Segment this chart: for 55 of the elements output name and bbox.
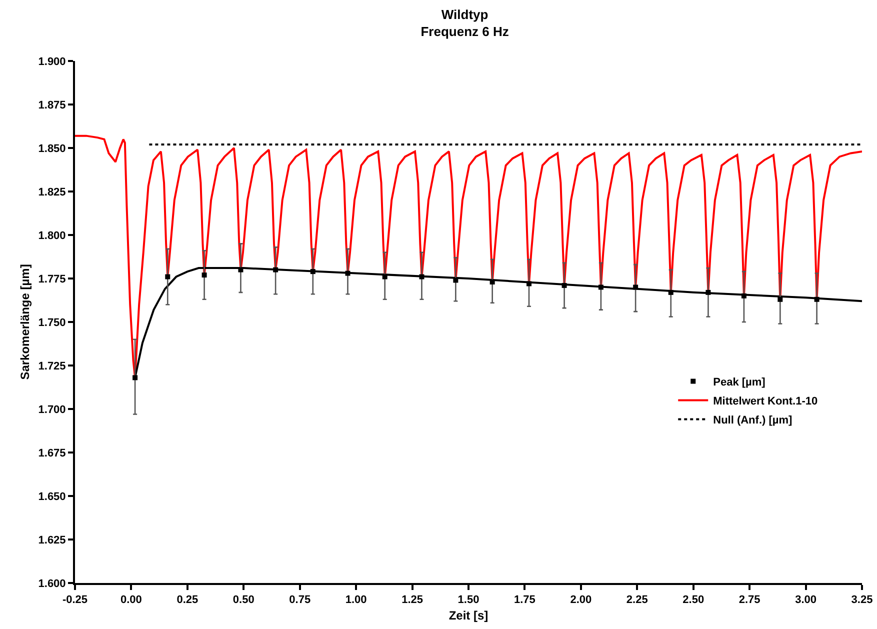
y-tick-label: 1.675 bbox=[38, 447, 66, 460]
point bbox=[562, 282, 567, 288]
x-tick-label: 0.50 bbox=[232, 594, 254, 606]
point bbox=[706, 290, 711, 295]
y-tick-label: 1.800 bbox=[38, 230, 66, 242]
point bbox=[238, 267, 244, 272]
point bbox=[526, 281, 532, 286]
x-tick-label: 0.00 bbox=[120, 594, 142, 606]
x-tick-label: 0.25 bbox=[176, 594, 198, 606]
x-tick-label: 1.25 bbox=[402, 594, 423, 606]
x-tick-label: -0.25 bbox=[62, 594, 88, 606]
point bbox=[598, 284, 604, 290]
y-tick-label: 1.725 bbox=[38, 360, 66, 372]
x-tick-label: 2.75 bbox=[738, 594, 760, 606]
point bbox=[814, 296, 820, 302]
legend-label: Null (Anf.) [µm] bbox=[713, 414, 792, 427]
point bbox=[778, 296, 783, 302]
point bbox=[202, 272, 207, 278]
legend-label: Peak [µm] bbox=[713, 376, 766, 389]
y-tick-label: 1.900 bbox=[38, 56, 66, 68]
x-axis-title: Zeit [s] bbox=[448, 608, 488, 623]
point bbox=[165, 274, 170, 280]
point bbox=[382, 274, 388, 280]
legend-label: Mittelwert Kont.1-10 bbox=[713, 396, 818, 408]
y-tick-label: 1.875 bbox=[38, 99, 66, 112]
x-tick-label: 1.50 bbox=[458, 594, 480, 606]
point bbox=[132, 375, 138, 380]
point bbox=[273, 267, 278, 272]
x-tick-label: 1.00 bbox=[345, 594, 367, 606]
y-tick-label: 1.650 bbox=[38, 490, 66, 503]
y-tick-label: 1.825 bbox=[38, 186, 66, 198]
point bbox=[419, 274, 424, 280]
point bbox=[668, 290, 674, 295]
point bbox=[453, 278, 458, 283]
y-tick-label: 1.600 bbox=[38, 578, 66, 590]
chart-subtitle: Frequenz 6 Hz bbox=[420, 24, 510, 39]
y-tick-label: 1.750 bbox=[38, 316, 66, 329]
x-tick-label: 2.00 bbox=[570, 594, 592, 606]
y-tick-label: 1.625 bbox=[38, 534, 66, 546]
x-tick-label: 2.25 bbox=[626, 594, 648, 606]
x-tick-label: 2.50 bbox=[682, 594, 704, 606]
x-tick-label: 0.75 bbox=[289, 594, 311, 606]
y-axis-title: Sarkomerlänge [µm] bbox=[18, 264, 32, 380]
x-tick-label: 3.00 bbox=[795, 594, 816, 606]
chart-title: Wildtyp bbox=[441, 6, 488, 22]
x-tick-label: 1.75 bbox=[514, 594, 536, 606]
y-tick-label: 1.700 bbox=[38, 404, 66, 416]
y-tick-label: 1.775 bbox=[38, 273, 66, 286]
point bbox=[633, 284, 638, 290]
x-tick-label: 3.25 bbox=[851, 594, 873, 606]
point bbox=[345, 270, 350, 276]
point bbox=[490, 279, 495, 284]
point bbox=[741, 293, 746, 298]
point bbox=[310, 269, 316, 274]
y-tick-label: 1.850 bbox=[38, 142, 66, 155]
